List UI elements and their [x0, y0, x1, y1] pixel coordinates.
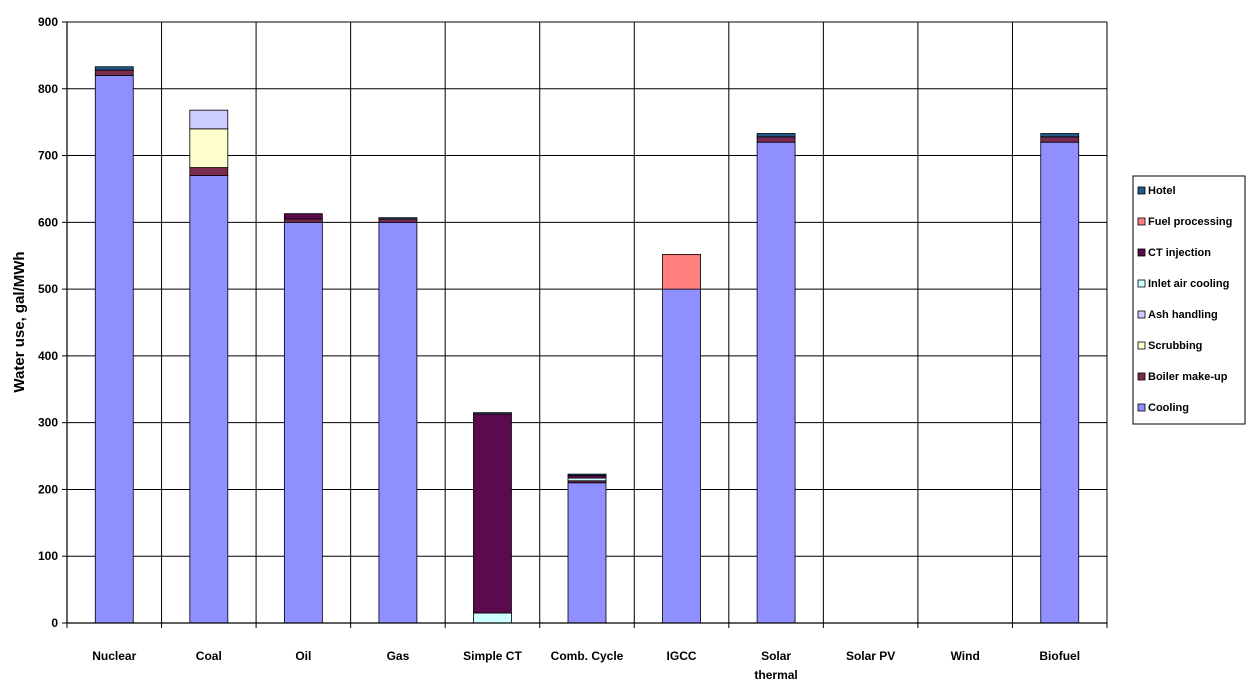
bar-segment — [567, 475, 607, 479]
y-tick-label: 400 — [38, 349, 58, 363]
legend-swatch — [1137, 186, 1146, 195]
legend-swatch — [1137, 310, 1146, 319]
legend-entry: CT injection — [1148, 247, 1211, 259]
axes — [62, 21, 1108, 628]
bar-segment — [283, 221, 323, 624]
x-tick-labels: Nuclear Coal Oil Gas Simple CT Comb. Cycle IGC… — [92, 649, 1080, 682]
x-tick-label: Wind — [951, 649, 980, 663]
bar-segment — [1040, 141, 1080, 624]
bar-segment — [1040, 133, 1080, 138]
bar-segment — [473, 412, 512, 415]
bar-segment — [189, 167, 229, 176]
bar-segment — [94, 75, 134, 624]
bar-segment — [378, 218, 418, 223]
legend-entry: Hotel — [1148, 185, 1176, 197]
legend-swatch — [1137, 217, 1146, 226]
bar-segment — [662, 288, 701, 624]
x-tick-label: Comb. Cycle — [551, 649, 624, 663]
legend-swatch — [1137, 341, 1146, 350]
bar-segment — [189, 175, 229, 624]
legend-entry: Fuel processing — [1148, 216, 1232, 228]
legend-box — [1132, 175, 1246, 425]
x-tick-label: Simple CT — [463, 649, 522, 663]
bar-segment — [378, 217, 418, 220]
y-tick-label: 500 — [38, 282, 58, 296]
bar-segment — [378, 221, 418, 624]
bar-segment — [473, 413, 512, 614]
x-tick-label: IGCC — [667, 649, 697, 663]
bar-segment — [473, 612, 512, 624]
legend-entry: Ash handling — [1148, 309, 1218, 321]
bar-segment — [756, 141, 796, 624]
y-axis-label: Water use, gal/MWh — [11, 251, 28, 392]
y-tick-label: 0 — [51, 616, 58, 630]
bar-segment — [662, 253, 701, 290]
y-tick-label: 100 — [38, 549, 58, 563]
legend-swatch — [1137, 403, 1146, 412]
bars-group — [94, 66, 1080, 624]
bar-segment — [283, 213, 323, 220]
bar-segment — [189, 109, 229, 130]
bar-segment — [1040, 136, 1080, 143]
y-tick-label: 600 — [38, 215, 58, 229]
legend: Hotel Fuel processing CT injection Inlet ai… — [1132, 175, 1246, 425]
y-tick-label: 700 — [38, 149, 58, 163]
bar-segment — [94, 69, 134, 76]
legend-entry: Scrubbing — [1148, 340, 1202, 352]
bar-segment — [283, 218, 323, 223]
x-tick-label: Oil — [295, 649, 311, 663]
bar-segment — [567, 473, 607, 476]
legend-entry: Cooling — [1148, 402, 1189, 414]
y-tick-label: 300 — [38, 416, 58, 430]
bar-segment — [189, 128, 229, 168]
x-tick-label: Nuclear — [92, 649, 136, 663]
x-tick-label: Coal — [196, 649, 222, 663]
y-tick-label: 900 — [38, 15, 58, 29]
bar-segment — [94, 66, 134, 71]
y-tick-label: 800 — [38, 82, 58, 96]
bar-segment — [756, 133, 796, 138]
bar-segment — [756, 136, 796, 143]
bar-segment — [567, 482, 607, 624]
legend-swatch — [1137, 279, 1146, 288]
x-tick-label: Solar PV — [846, 649, 895, 663]
x-tick-label: Solar — [761, 649, 791, 663]
bar-segment — [567, 477, 607, 482]
x-tick-label: Biofuel — [1039, 649, 1080, 663]
y-tick-label: 200 — [38, 482, 58, 496]
x-tick-label: Gas — [387, 649, 410, 663]
legend-entry: Boiler make-up — [1148, 371, 1228, 383]
x-tick-label: thermal — [754, 668, 797, 682]
legend-swatch — [1137, 372, 1146, 381]
legend-entry: Inlet air cooling — [1148, 278, 1229, 290]
legend-swatch — [1137, 248, 1146, 257]
y-tick-labels: 0 100 200 300 400 500 600 700 800 900 — [38, 15, 58, 630]
